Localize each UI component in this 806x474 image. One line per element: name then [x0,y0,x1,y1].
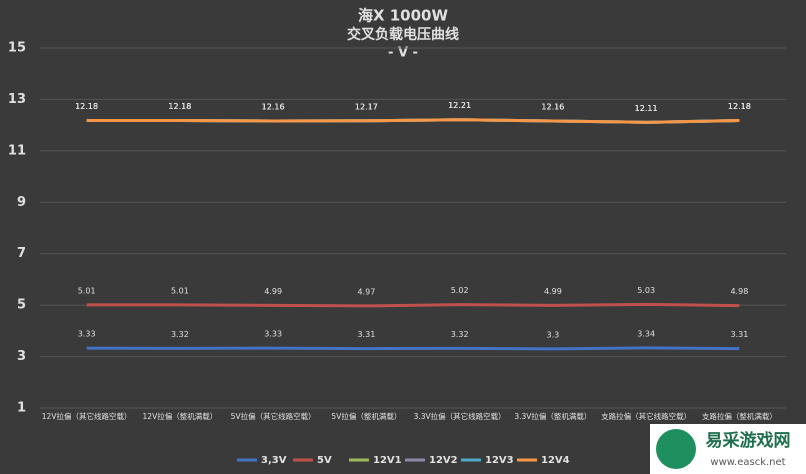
x-tick-label: 5V拉偏（其它线路空载） [231,411,316,421]
x-tick-label: 3.3V拉偏（其它线路空载） [414,411,506,421]
data-label: 12.18 [75,102,98,111]
data-label: 12.17 [355,102,378,111]
chart-title: 海X 1000W [358,7,449,25]
data-label: 12.16 [262,103,285,112]
legend-label: 12V2 [429,455,458,466]
data-label: 12.18 [168,102,191,111]
data-label: 3.34 [637,329,655,338]
data-label: 12.16 [262,103,285,112]
data-label: 12.11 [635,104,658,113]
watermark-url: www.easck.net [710,457,785,468]
data-label: 12.18 [168,102,191,111]
y-tick-label: 7 [17,246,26,261]
data-label: 3.32 [451,330,469,339]
x-tick-label: 12V拉偏（整机满载） [143,411,218,421]
x-tick-label: 支路拉偏（整机满载） [702,411,777,421]
legend-label: 12V3 [485,455,514,466]
watermark-text: 易采游戏网 [706,430,791,451]
data-label: 12.16 [541,103,564,112]
x-tick-label: 5V拉偏（整机满载） [331,411,401,421]
x-tick-label: 3.3V拉偏（整机满载） [514,411,591,421]
series-line [86,118,740,124]
data-label: 12.16 [262,103,285,112]
data-label: 3.32 [171,330,189,339]
y-tick-label: 3 [17,349,26,364]
data-label: 4.99 [264,287,282,296]
data-label: 3.31 [357,330,375,339]
data-label: 4.97 [357,287,375,296]
data-label: 3.31 [730,330,748,339]
data-label: 12.16 [541,103,564,112]
data-label: 12.17 [355,102,378,111]
y-tick-label: 5 [17,298,26,313]
data-label: 5.03 [637,286,655,295]
data-label: 5.01 [171,286,189,295]
y-tick-label: 11 [8,143,26,158]
legend-label: 12V4 [541,455,570,466]
series-line [86,346,740,351]
data-label: 12.18 [168,102,191,111]
watermark: 易采游戏网 www.easck.net [650,424,806,474]
y-tick-label: 13 [8,92,26,107]
data-label: 12.18 [168,102,191,111]
data-label: 12.18 [75,102,98,111]
y-tick-label: 1 [17,401,26,416]
data-label: 12.18 [728,102,751,111]
legend-label: 5V [317,455,332,466]
watermark-logo [656,429,696,469]
data-label: 12.16 [262,103,285,112]
data-label: 3.3 [547,330,560,339]
data-label: 4.99 [544,287,562,296]
data-label: 4.98 [730,287,748,296]
data-label: 12.18 [75,102,98,111]
y-tick-label: 15 [8,41,26,56]
legend-label: 12V1 [373,455,402,466]
data-label: 12.18 [728,102,751,111]
chart-subtitle: 交叉负载电压曲线 [347,26,459,43]
data-label: 5.02 [451,286,469,295]
data-label: 12.16 [541,103,564,112]
y-tick-label: 9 [17,195,26,210]
data-label: 12.18 [75,102,98,111]
data-label: 12.11 [635,104,658,113]
data-label: 12.21 [448,101,471,110]
data-label: 5.01 [78,286,96,295]
data-label: 12.21 [448,101,471,110]
data-label: 12.11 [635,104,658,113]
x-tick-label: 支路拉偏（其它线路空载） [601,411,691,421]
data-label: 12.16 [541,103,564,112]
unit-label: - V - [388,46,418,61]
legend-label: 3,3V [261,455,287,466]
series-line [86,302,740,308]
data-label: 12.11 [635,104,658,113]
data-label: 12.21 [448,101,471,110]
data-label: 12.21 [448,101,471,110]
data-label: 12.18 [728,102,751,111]
data-label: 12.17 [355,102,378,111]
data-label: 12.17 [355,102,378,111]
data-label: 3.33 [264,330,282,339]
data-label: 3.33 [78,330,96,339]
x-tick-label: 12V拉偏（其它线路空载） [42,411,132,421]
data-label: 12.18 [728,102,751,111]
